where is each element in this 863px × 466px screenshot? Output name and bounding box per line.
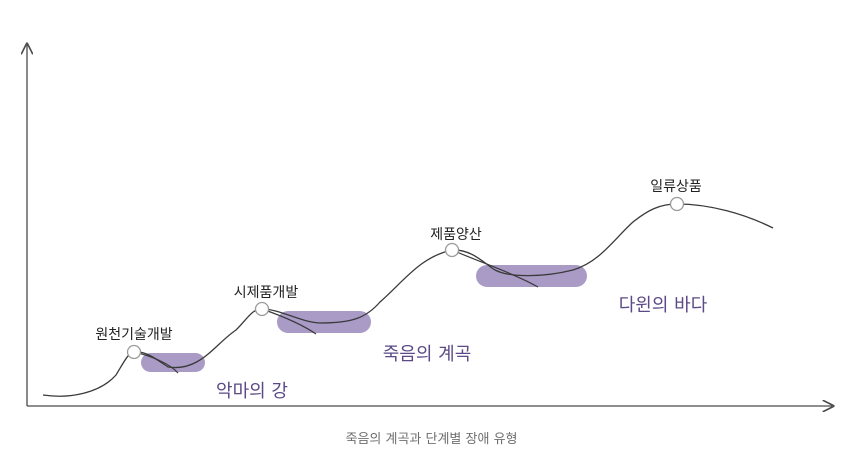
stage-label-tech: 원천기술개발 bbox=[95, 327, 172, 343]
stage-node-premium bbox=[669, 196, 685, 212]
stage-node-proto bbox=[254, 301, 270, 317]
stage-label-mass: 제품양산 bbox=[430, 227, 482, 243]
dip-line-darwin-sea bbox=[451, 249, 539, 288]
barrier-label-darwin-sea: 다윈의 바다 bbox=[619, 295, 708, 316]
barrier-band-death-valley bbox=[277, 311, 371, 333]
barrier-label-death-valley: 죽음의 계곡 bbox=[383, 344, 472, 365]
stage-label-premium: 일류상품 bbox=[650, 179, 702, 195]
figure-caption: 죽음의 계곡과 단계별 장애 유형 bbox=[345, 432, 518, 447]
stage-node-mass bbox=[444, 242, 460, 258]
stage-label-proto: 시제품개발 bbox=[234, 285, 299, 301]
barrier-band-devil-river bbox=[141, 353, 205, 372]
barrier-label-devil-river: 악마의 강 bbox=[216, 381, 288, 402]
stage-node-tech bbox=[126, 344, 142, 360]
